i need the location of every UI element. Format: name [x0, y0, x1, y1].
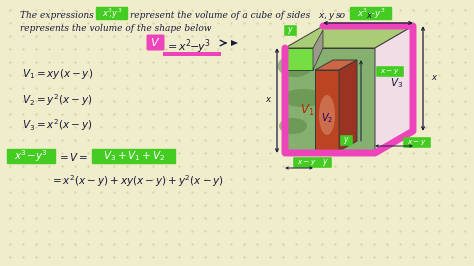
Text: $V_3$: $V_3$ [391, 76, 403, 90]
Text: $x^3\!-\!y^3$: $x^3\!-\!y^3$ [357, 6, 385, 21]
Text: $V_3 = x^2(x-y)$: $V_3 = x^2(x-y)$ [22, 117, 92, 133]
Text: represent the volume of a cube of sides: represent the volume of a cube of sides [130, 11, 310, 20]
FancyBboxPatch shape [376, 66, 404, 77]
Polygon shape [285, 26, 413, 48]
Polygon shape [313, 30, 323, 70]
Text: $x$: $x$ [431, 73, 438, 82]
Text: $x$: $x$ [366, 11, 374, 20]
Text: $x^3\!-\!y^3$: $x^3\!-\!y^3$ [14, 149, 48, 164]
Bar [163, 52, 221, 56]
Text: $V_2 = y^2(x-y)$: $V_2 = y^2(x-y)$ [22, 92, 92, 108]
Text: The expressions: The expressions [20, 11, 94, 20]
Text: $V_2$: $V_2$ [321, 111, 333, 125]
Text: $y$: $y$ [287, 25, 294, 36]
Text: $= x^2\!\!-\!\!y^3$: $= x^2\!\!-\!\!y^3$ [165, 37, 211, 56]
Text: $x, y$: $x, y$ [318, 11, 336, 22]
Ellipse shape [282, 89, 324, 107]
Text: $x$: $x$ [265, 95, 273, 105]
Text: $x-y$: $x-y$ [297, 158, 317, 167]
Polygon shape [285, 48, 375, 153]
FancyBboxPatch shape [350, 7, 392, 20]
FancyBboxPatch shape [92, 149, 176, 164]
Text: $x-y$: $x-y$ [380, 67, 400, 76]
Text: $y$: $y$ [343, 135, 350, 146]
Text: represents the volume of the shape below: represents the volume of the shape below [20, 24, 211, 33]
Polygon shape [339, 60, 357, 151]
Text: so: so [336, 11, 346, 20]
Polygon shape [315, 70, 339, 151]
Text: $V_1 = xy(x-y)$: $V_1 = xy(x-y)$ [22, 67, 93, 81]
FancyBboxPatch shape [340, 135, 353, 146]
Text: $x^3\!\!,\!y^3$: $x^3\!\!,\!y^3$ [102, 6, 122, 21]
Polygon shape [285, 48, 313, 70]
FancyBboxPatch shape [7, 149, 56, 164]
Text: $= x^2(x-y) + xy(x-y) + y^2(x-y)$: $= x^2(x-y) + xy(x-y) + y^2(x-y)$ [50, 173, 224, 189]
FancyBboxPatch shape [146, 35, 164, 51]
Polygon shape [231, 40, 238, 46]
FancyBboxPatch shape [319, 157, 332, 168]
FancyBboxPatch shape [96, 7, 128, 20]
FancyBboxPatch shape [293, 157, 321, 168]
Text: $x-y$: $x-y$ [407, 138, 427, 147]
FancyBboxPatch shape [403, 137, 431, 148]
Polygon shape [315, 60, 357, 70]
Text: $V$: $V$ [150, 36, 161, 48]
Ellipse shape [319, 95, 335, 135]
Text: $y$: $y$ [322, 157, 329, 168]
FancyBboxPatch shape [284, 25, 297, 36]
Text: $V_3+V_1+V_2$: $V_3+V_1+V_2$ [103, 149, 165, 163]
Text: $V_1$: $V_1$ [300, 102, 314, 118]
Text: $= V =$: $= V =$ [57, 151, 89, 163]
Ellipse shape [279, 118, 307, 134]
Ellipse shape [277, 55, 312, 77]
Polygon shape [375, 26, 413, 153]
